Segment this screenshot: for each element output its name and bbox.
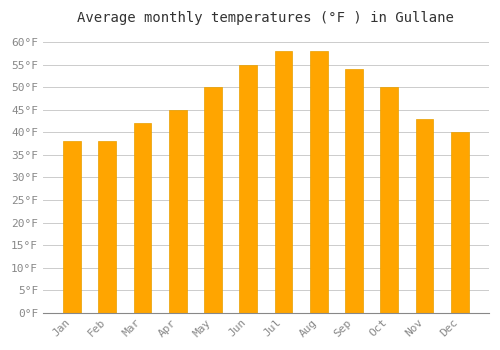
Bar bbox=[98, 141, 116, 313]
Bar bbox=[451, 132, 468, 313]
Bar bbox=[63, 141, 81, 313]
Bar bbox=[274, 51, 292, 313]
Bar bbox=[345, 69, 363, 313]
Bar bbox=[134, 123, 152, 313]
Title: Average monthly temperatures (°F ) in Gullane: Average monthly temperatures (°F ) in Gu… bbox=[78, 11, 454, 25]
Bar bbox=[240, 65, 257, 313]
Bar bbox=[416, 119, 434, 313]
Bar bbox=[310, 51, 328, 313]
Bar bbox=[169, 110, 186, 313]
Bar bbox=[380, 87, 398, 313]
Bar bbox=[204, 87, 222, 313]
